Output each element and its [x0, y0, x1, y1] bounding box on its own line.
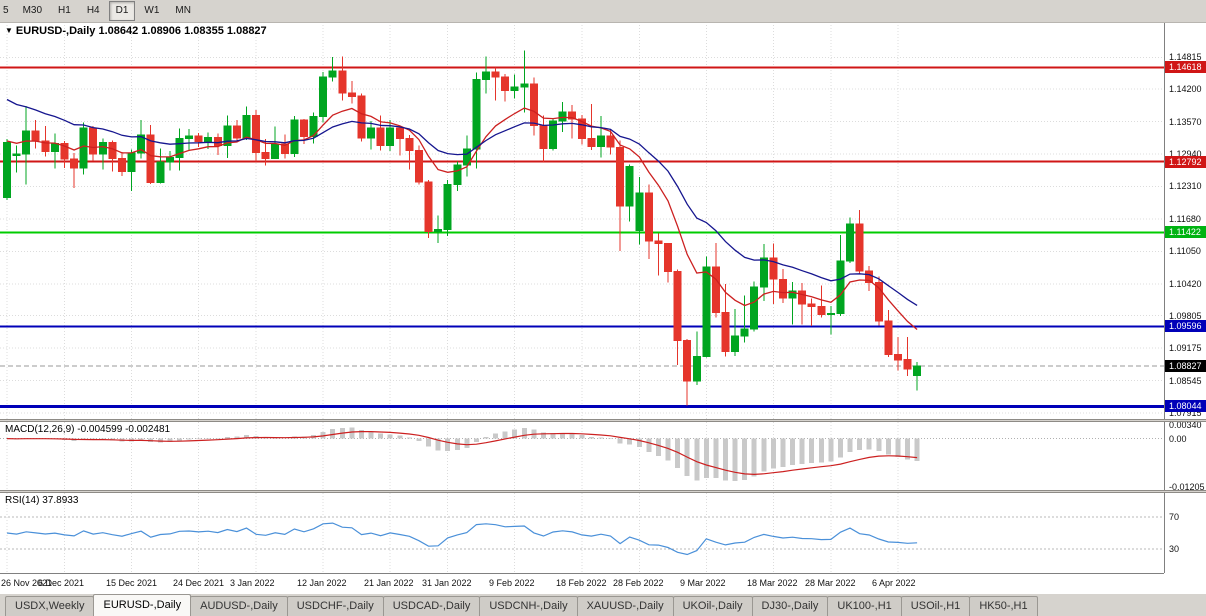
chart-tab-usdx-weekly[interactable]: USDX,Weekly: [5, 596, 95, 616]
macd-axis-tick: -0.01205: [1169, 482, 1205, 492]
macd-values: -0.004599 -0.002481: [77, 424, 171, 435]
chart-tab-xauusd-daily[interactable]: XAUUSD-,Daily: [576, 596, 674, 616]
price-level-badge: 1.14618: [1165, 61, 1206, 73]
chart-symbol-label: EURUSD-,Daily: [15, 25, 96, 37]
timeframe-button-h1[interactable]: H1: [58, 5, 71, 16]
chart-tab-uk100-h1[interactable]: UK100-,H1: [827, 596, 902, 616]
chart-tab-usdcnh-daily[interactable]: USDCNH-,Daily: [479, 596, 578, 616]
date-axis-label: 6 Dec 2021: [38, 578, 85, 588]
macd-header: MACD(12,26,9) -0.004599 -0.002481: [5, 424, 170, 435]
rsi-axis-tick: 30: [1169, 544, 1180, 554]
price-axis-tick: 1.14815: [1169, 52, 1202, 62]
candlestick-chart[interactable]: [0, 22, 1164, 419]
date-axis-label: 15 Dec 2021: [106, 578, 158, 588]
price-axis-tick: 1.09175: [1169, 343, 1202, 353]
price-axis[interactable]: 1.14815 1.14200 1.13570 1.12940 1.12310 1.116…: [1164, 22, 1206, 573]
price-axis-tick: 1.12940: [1169, 149, 1202, 159]
timeframe-button-5[interactable]: 5: [3, 5, 9, 16]
chart-tabs-bar: USDX,Weekly EURUSD-,Daily AUDUSD-,Daily USD…: [0, 594, 1206, 616]
price-chart-panel[interactable]: ▼ EURUSD-,Daily 1.08642 1.08906 1.08355 1…: [0, 22, 1164, 419]
chart-header: ▼ EURUSD-,Daily 1.08642 1.08906 1.08355 1…: [5, 25, 267, 37]
timeframe-toolbar: 5 M30 H1 H4 D1 W1 MN: [0, 0, 1206, 23]
date-axis-label: 9 Feb 2022: [489, 578, 535, 588]
timeframe-button-d1[interactable]: D1: [108, 1, 136, 21]
macd-label: MACD(12,26,9): [5, 424, 75, 435]
rsi-label: RSI(14): [5, 495, 40, 506]
timeframe-button-m30[interactable]: M30: [22, 5, 43, 16]
chart-tab-dj30-daily[interactable]: DJ30-,Daily: [751, 596, 829, 616]
date-axis-label: 18 Mar 2022: [747, 578, 798, 588]
timeframe-button-h4[interactable]: H4: [86, 5, 100, 16]
date-axis-label: 26 Nov 2021: [1, 578, 53, 588]
price-level-badge: 1.08044: [1165, 400, 1206, 412]
date-axis-label: 12 Jan 2022: [297, 578, 347, 588]
price-level-badge: 1.12792: [1165, 156, 1206, 168]
macd-chart[interactable]: [0, 422, 1164, 490]
date-axis[interactable]: 26 Nov 2021 6 Dec 2021 15 Dec 2021 24 Dec 2…: [0, 573, 1164, 595]
chart-tab-eurusd-daily[interactable]: EURUSD-,Daily: [93, 594, 192, 616]
price-axis-tick: 1.07915: [1169, 408, 1202, 418]
macd-axis-tick: 0.00340: [1169, 420, 1202, 430]
price-axis-tick: 1.10420: [1169, 279, 1202, 289]
price-level-badge: 1.11422: [1165, 226, 1206, 238]
timeframe-button-mn[interactable]: MN: [175, 5, 191, 16]
chart-ohlc-values: 1.08642 1.08906 1.08355 1.08827: [98, 25, 267, 37]
chart-tab-usdchf-daily[interactable]: USDCHF-,Daily: [286, 596, 384, 616]
date-axis-label: 28 Feb 2022: [613, 578, 664, 588]
date-axis-label: 18 Feb 2022: [556, 578, 607, 588]
chart-tab-hk50-h1[interactable]: HK50-,H1: [969, 596, 1038, 616]
rsi-panel[interactable]: RSI(14) 37.8933: [0, 493, 1164, 573]
price-axis-tick: 1.11680: [1169, 214, 1201, 224]
date-axis-label: 6 Apr 2022: [872, 578, 916, 588]
macd-axis-tick: 0.00: [1169, 434, 1187, 444]
timeframe-button-w1[interactable]: W1: [144, 5, 160, 16]
rsi-value: 37.8933: [42, 495, 79, 506]
price-axis-tick: 1.12310: [1169, 181, 1202, 191]
date-axis-label: 3 Jan 2022: [230, 578, 275, 588]
chart-tab-audusd-daily[interactable]: AUDUSD-,Daily: [190, 596, 288, 616]
chart-window: ▼ EURUSD-,Daily 1.08642 1.08906 1.08355 1…: [0, 22, 1206, 595]
price-level-badge: 1.08827: [1165, 360, 1206, 372]
price-level-badge: 1.09596: [1165, 320, 1206, 332]
rsi-chart[interactable]: [0, 493, 1164, 573]
rsi-header: RSI(14) 37.8933: [5, 495, 78, 506]
chart-tab-ukoil-daily[interactable]: UKOil-,Daily: [672, 596, 753, 616]
date-axis-label: 21 Jan 2022: [364, 578, 414, 588]
panel-separator[interactable]: [0, 490, 1206, 493]
price-axis-tick: 1.08545: [1169, 376, 1202, 386]
price-axis-tick: 1.09805: [1169, 311, 1202, 321]
panel-separator[interactable]: [0, 419, 1206, 422]
chart-tab-usoil-h1[interactable]: USOil-,H1: [900, 596, 971, 616]
chart-collapse-arrow-icon[interactable]: ▼: [5, 26, 13, 35]
rsi-axis-tick: 70: [1169, 512, 1180, 522]
price-axis-tick: 1.11050: [1169, 246, 1201, 256]
date-axis-label: 31 Jan 2022: [422, 578, 472, 588]
price-axis-tick: 1.14200: [1169, 84, 1202, 94]
date-axis-label: 9 Mar 2022: [680, 578, 726, 588]
date-axis-label: 24 Dec 2021: [173, 578, 225, 588]
date-axis-label: 28 Mar 2022: [805, 578, 856, 588]
chart-tab-usdcad-daily[interactable]: USDCAD-,Daily: [382, 596, 481, 616]
price-axis-tick: 1.13570: [1169, 117, 1202, 127]
macd-panel[interactable]: MACD(12,26,9) -0.004599 -0.002481: [0, 422, 1164, 490]
